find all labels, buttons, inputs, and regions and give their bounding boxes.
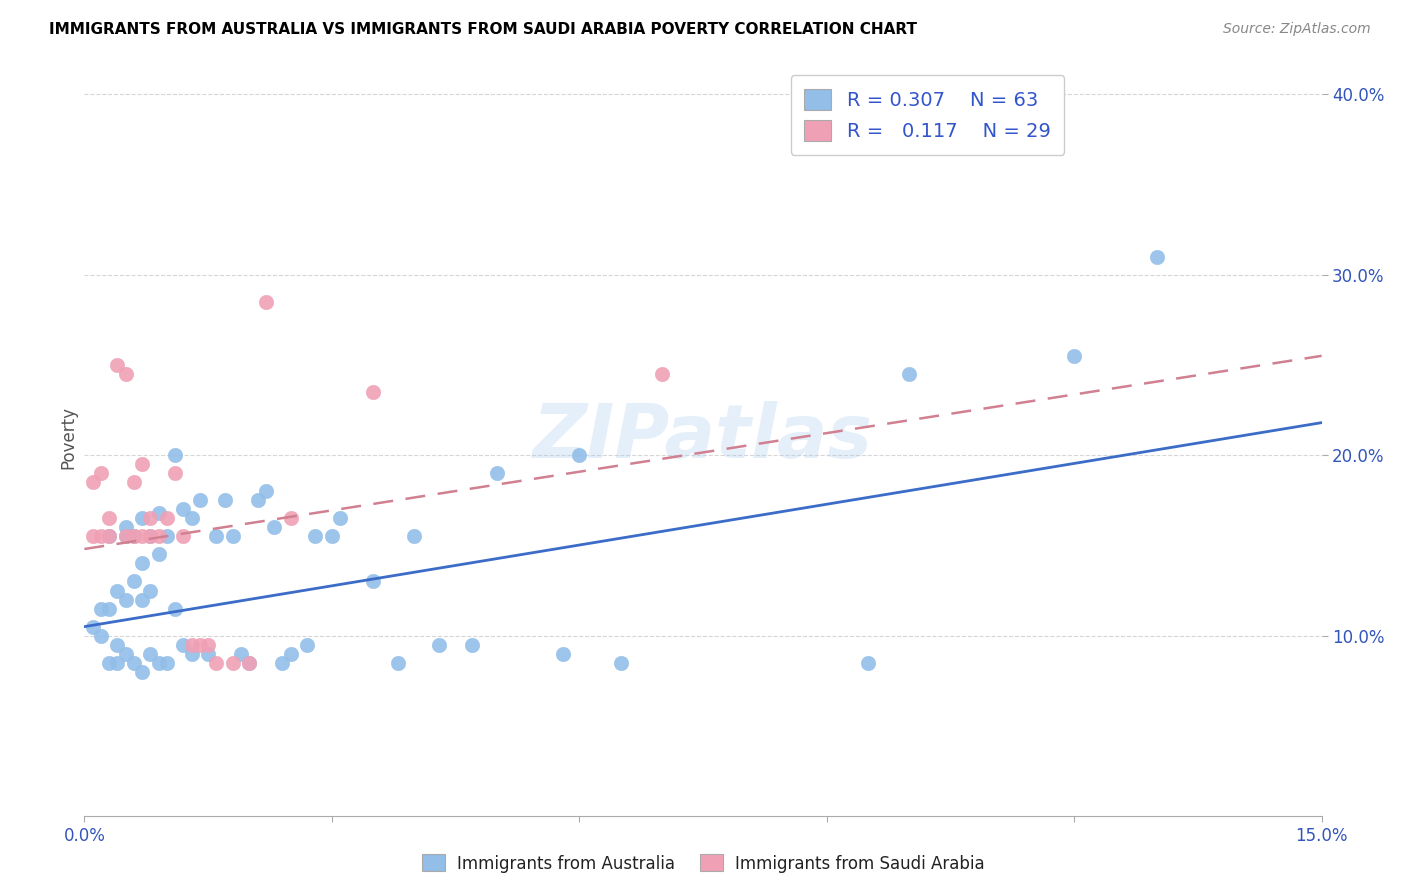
Point bbox=[139, 511, 162, 525]
Point bbox=[329, 511, 352, 525]
Point bbox=[114, 592, 136, 607]
Point bbox=[105, 656, 128, 670]
Point bbox=[82, 529, 104, 543]
Point bbox=[387, 656, 409, 670]
Point bbox=[131, 457, 153, 471]
Point bbox=[304, 529, 326, 543]
Legend: R = 0.307    N = 63, R =   0.117    N = 29: R = 0.307 N = 63, R = 0.117 N = 29 bbox=[790, 75, 1064, 154]
Point bbox=[122, 656, 145, 670]
Point bbox=[156, 511, 179, 525]
Point bbox=[222, 656, 245, 670]
Point bbox=[180, 647, 202, 661]
Point bbox=[238, 656, 260, 670]
Point bbox=[131, 665, 153, 679]
Point bbox=[148, 656, 170, 670]
Point bbox=[180, 638, 202, 652]
Point bbox=[427, 638, 450, 652]
Point bbox=[131, 557, 153, 571]
Point bbox=[122, 529, 145, 543]
Point bbox=[114, 529, 136, 543]
Point bbox=[238, 656, 260, 670]
Point bbox=[122, 574, 145, 589]
Point bbox=[188, 638, 211, 652]
Point bbox=[898, 367, 921, 381]
Point bbox=[98, 529, 121, 543]
Point bbox=[295, 638, 318, 652]
Text: Source: ZipAtlas.com: Source: ZipAtlas.com bbox=[1223, 22, 1371, 37]
Point bbox=[1063, 349, 1085, 363]
Point bbox=[139, 529, 162, 543]
Point bbox=[148, 529, 170, 543]
Point bbox=[82, 475, 104, 490]
Point bbox=[156, 529, 179, 543]
Point bbox=[485, 466, 508, 480]
Point bbox=[156, 656, 179, 670]
Point bbox=[114, 529, 136, 543]
Y-axis label: Poverty: Poverty bbox=[59, 406, 77, 468]
Point bbox=[172, 529, 194, 543]
Point bbox=[172, 638, 194, 652]
Point bbox=[131, 592, 153, 607]
Point bbox=[254, 294, 277, 309]
Point bbox=[90, 629, 112, 643]
Point bbox=[98, 601, 121, 615]
Point bbox=[229, 647, 252, 661]
Point bbox=[609, 656, 631, 670]
Point bbox=[98, 529, 121, 543]
Point bbox=[197, 638, 219, 652]
Point bbox=[165, 466, 187, 480]
Point bbox=[139, 647, 162, 661]
Point bbox=[114, 647, 136, 661]
Legend: Immigrants from Australia, Immigrants from Saudi Arabia: Immigrants from Australia, Immigrants fr… bbox=[415, 847, 991, 880]
Point bbox=[131, 511, 153, 525]
Point bbox=[114, 520, 136, 534]
Point bbox=[361, 574, 384, 589]
Point bbox=[122, 529, 145, 543]
Point bbox=[98, 656, 121, 670]
Point bbox=[254, 484, 277, 499]
Point bbox=[172, 502, 194, 516]
Point bbox=[90, 601, 112, 615]
Point bbox=[321, 529, 343, 543]
Point bbox=[148, 506, 170, 520]
Point bbox=[122, 475, 145, 490]
Point bbox=[222, 529, 245, 543]
Point bbox=[148, 548, 170, 562]
Point bbox=[214, 493, 236, 508]
Point bbox=[205, 656, 228, 670]
Point bbox=[461, 638, 484, 652]
Point bbox=[105, 638, 128, 652]
Point bbox=[651, 367, 673, 381]
Point bbox=[82, 619, 104, 633]
Point bbox=[105, 358, 128, 372]
Point bbox=[165, 448, 187, 462]
Text: IMMIGRANTS FROM AUSTRALIA VS IMMIGRANTS FROM SAUDI ARABIA POVERTY CORRELATION CH: IMMIGRANTS FROM AUSTRALIA VS IMMIGRANTS … bbox=[49, 22, 917, 37]
Point bbox=[271, 656, 294, 670]
Point bbox=[263, 520, 285, 534]
Point bbox=[98, 511, 121, 525]
Point bbox=[280, 647, 302, 661]
Point bbox=[856, 656, 879, 670]
Point bbox=[280, 511, 302, 525]
Point bbox=[165, 601, 187, 615]
Point bbox=[1146, 250, 1168, 264]
Text: ZIPatlas: ZIPatlas bbox=[533, 401, 873, 474]
Point bbox=[90, 529, 112, 543]
Point bbox=[90, 466, 112, 480]
Point bbox=[197, 647, 219, 661]
Point bbox=[205, 529, 228, 543]
Point bbox=[139, 529, 162, 543]
Point bbox=[180, 511, 202, 525]
Point bbox=[568, 448, 591, 462]
Point bbox=[131, 529, 153, 543]
Point bbox=[551, 647, 574, 661]
Point bbox=[114, 367, 136, 381]
Point bbox=[139, 583, 162, 598]
Point bbox=[246, 493, 269, 508]
Point bbox=[361, 384, 384, 399]
Point bbox=[188, 493, 211, 508]
Point bbox=[404, 529, 426, 543]
Point bbox=[105, 583, 128, 598]
